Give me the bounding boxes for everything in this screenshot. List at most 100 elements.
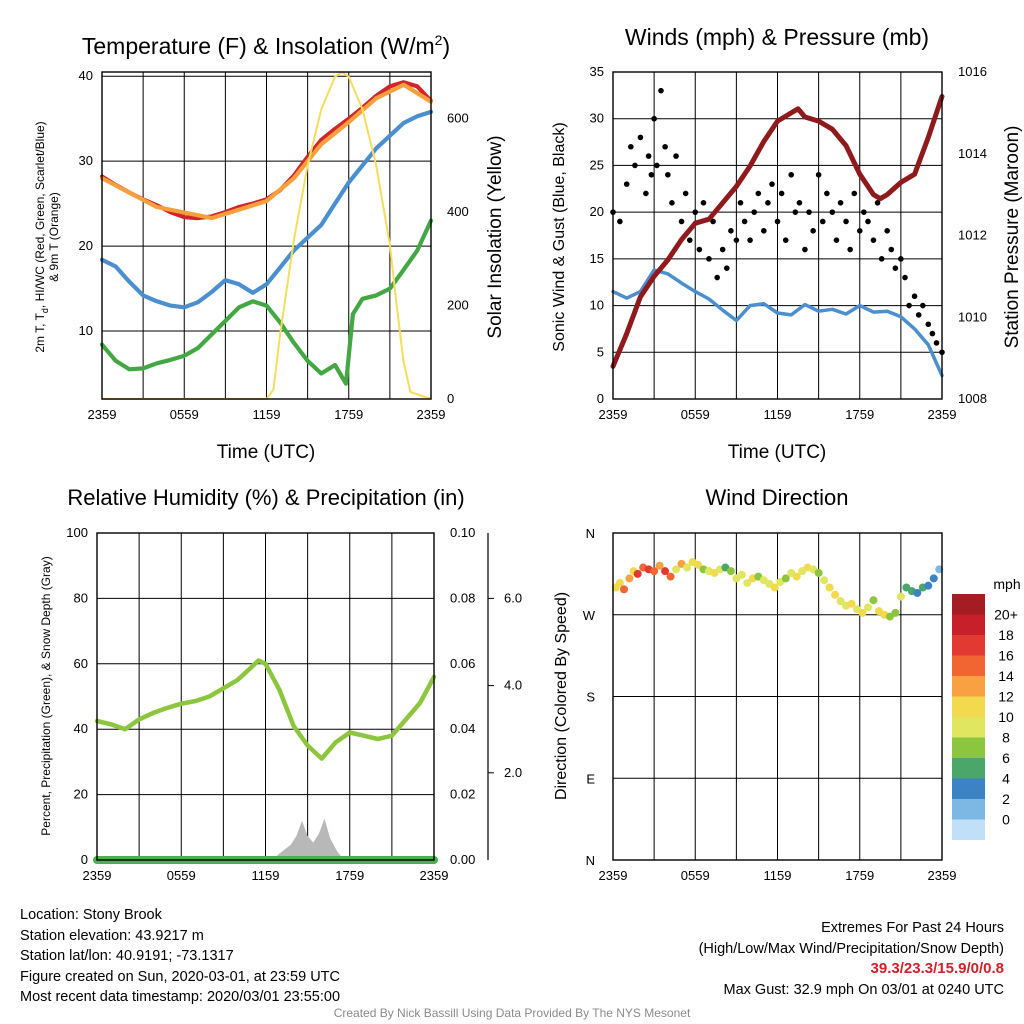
- gust-point: [884, 228, 890, 234]
- gust-point: [769, 181, 775, 187]
- gust-point: [733, 237, 740, 243]
- dir-point: [625, 574, 634, 583]
- precip-tick-label: 0.10: [450, 525, 475, 540]
- y-tick-label-right: 200: [447, 298, 469, 313]
- wind-ylabel-right: Station Pressure (Maroon): [1002, 126, 1023, 349]
- svg-text:& 9m T (Orange): & 9m T (Orange): [47, 192, 61, 282]
- y-tick-label-right: 1016: [958, 64, 987, 79]
- gust-point: [774, 218, 781, 225]
- gust-point: [902, 274, 908, 281]
- colorbar-swatch: [952, 758, 985, 779]
- rh-title: Relative Humidity (%) & Precipitation (i…: [67, 485, 464, 510]
- gust-point: [682, 190, 689, 197]
- gust-point: [645, 153, 652, 159]
- y-tick-label-left: 80: [74, 590, 88, 605]
- dir-point: [770, 583, 779, 592]
- dir-point: [935, 565, 944, 574]
- precip-tick-label: 0.08: [450, 590, 475, 605]
- gust-point: [833, 237, 840, 243]
- y-tick-label-left: 0: [597, 391, 604, 406]
- plot-border: [96, 532, 435, 861]
- dir-point: [683, 563, 692, 572]
- dir-title: Wind Direction: [705, 485, 848, 510]
- gust-point: [870, 237, 877, 243]
- x-tick-label: 0559: [681, 868, 710, 883]
- colorbar-swatch: [952, 737, 985, 758]
- meteogram-figure: Temperature (F) & Insolation (W/m2) Wind…: [33, 24, 1023, 883]
- y-tick-label-left: 30: [79, 153, 93, 168]
- info-timestamp: Most recent data timestamp: 2020/03/01 2…: [20, 989, 341, 1005]
- dir-ylabel-left: Direction (Colored By Speed): [553, 592, 570, 800]
- plot-border: [612, 71, 943, 400]
- snow-tick-label: 2.0: [504, 765, 522, 780]
- y-tick-label-left: 10: [79, 323, 93, 338]
- gust-point: [728, 228, 734, 234]
- gust-point: [906, 302, 912, 309]
- gust-point: [865, 218, 871, 225]
- speed-colorbar: 20+ 18 16 14 12 10 8 6 4 2 0: [952, 594, 1018, 840]
- x-tick-label: 1759: [845, 407, 874, 422]
- y-tick-label-left: 15: [590, 251, 604, 266]
- y-tick-label-right: 0: [447, 391, 454, 406]
- dir-point: [814, 568, 823, 577]
- x-tick-label: 0559: [681, 407, 710, 422]
- colorbar-swatch: [952, 778, 985, 799]
- svg-text:2m T, Td, HI/WC (Red, Green, S: 2m T, Td, HI/WC (Red, Green, Scarlet/Blu…: [33, 121, 50, 352]
- y-tick-label-left: 20: [79, 238, 93, 253]
- gust-point: [751, 209, 757, 215]
- gust-point: [792, 209, 799, 215]
- y-tick-label-left: 40: [74, 721, 88, 736]
- colorbar-swatch: [952, 696, 985, 717]
- plot-border: [101, 71, 432, 400]
- gust-point: [755, 190, 762, 197]
- snow-tick-label: 6.0: [504, 590, 522, 605]
- x-tick-label: 2359: [88, 407, 117, 422]
- colorbar-label: 4: [1002, 771, 1010, 787]
- gust-point: [651, 115, 657, 122]
- y-tick-label-left: 5: [597, 344, 604, 359]
- dir-point: [726, 567, 735, 576]
- x-tick-label: 2359: [417, 407, 446, 422]
- dir-point: [615, 578, 624, 587]
- x-tick-label: 2359: [83, 868, 112, 883]
- colorbar-swatch: [952, 655, 985, 676]
- gust-point: [819, 218, 826, 225]
- x-tick-label: 0559: [170, 407, 199, 422]
- colorbar-label: 8: [1002, 730, 1010, 746]
- plot-border: [612, 532, 943, 861]
- gust-point: [915, 312, 922, 318]
- info-created: Figure created on Sun, 2020-03-01, at 23…: [20, 968, 340, 985]
- x-tick-label: 1759: [845, 868, 874, 883]
- dir-point: [896, 592, 905, 601]
- gust-point: [706, 256, 712, 262]
- gust-point: [696, 246, 703, 253]
- dir-tick-label: N: [586, 526, 595, 541]
- gust-point: [920, 302, 926, 309]
- colorbar-label: 18: [998, 627, 1014, 643]
- y-tick-label-right: 1012: [958, 228, 987, 243]
- credit-line: Created By Nick Bassill Using Data Provi…: [333, 1006, 691, 1020]
- extremes-subtitle: (High/Low/Max Wind/Precipitation/Snow De…: [698, 940, 1004, 957]
- gust-point: [851, 190, 858, 197]
- gust-point: [714, 274, 720, 281]
- info-latlon: Station lat/lon: 40.9191; -73.1317: [20, 948, 234, 964]
- dir-point: [847, 599, 856, 608]
- gust-point: [898, 256, 904, 262]
- gust-point: [617, 218, 623, 225]
- dir-point: [693, 560, 702, 569]
- gust-point: [632, 162, 638, 169]
- x-tick-label: 1159: [253, 407, 281, 422]
- gust-point: [810, 228, 816, 234]
- gust-point: [856, 228, 863, 234]
- y-tick-label-left: 40: [79, 68, 93, 83]
- colorbar-label: 16: [998, 648, 1014, 664]
- y-tick-label-left: 25: [590, 157, 604, 172]
- dir-point: [743, 578, 752, 587]
- x-tick-label: 2359: [599, 407, 628, 422]
- gust-point: [760, 228, 767, 234]
- x-tick-label: 2359: [420, 868, 449, 883]
- snow-tick-label: 4.0: [504, 678, 522, 693]
- gust-point: [700, 200, 707, 206]
- gust-point: [806, 209, 812, 215]
- rh-ylabel-left: Percent, Precipitation (Green), & Snow D…: [39, 556, 53, 835]
